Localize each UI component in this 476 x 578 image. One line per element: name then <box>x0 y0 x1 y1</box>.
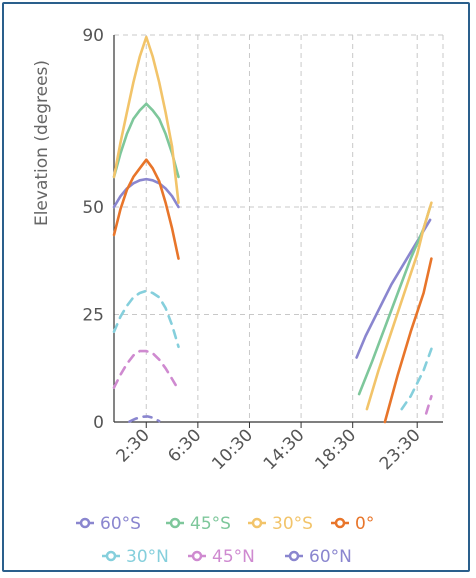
series-line-4-segment-0 <box>112 289 180 349</box>
series-line-1-segment-1 <box>357 205 432 396</box>
legend-swatch-marker <box>288 550 300 562</box>
series-line-6-segment-0 <box>128 415 161 423</box>
legend-item-6: 60°N <box>285 547 352 567</box>
series-line-5-segment-0 <box>112 349 180 392</box>
legend-label: 45°N <box>212 547 255 567</box>
legend-swatch-marker <box>334 517 346 529</box>
legend-label: 45°S <box>190 514 231 534</box>
legend: 60°S 45°S 30°S 0° 30°N 45°N 60°N <box>76 514 374 567</box>
series-line-5-segment-1 <box>424 394 433 415</box>
legend-item-2: 30°S <box>248 514 313 534</box>
series-line-2-segment-0 <box>112 35 180 204</box>
grid-lines <box>114 34 444 422</box>
chart-frame <box>2 2 470 572</box>
x-tick-label: 6:30 <box>164 425 205 466</box>
y-tick-label: 0 <box>93 413 104 433</box>
legend-swatch-marker <box>251 517 263 529</box>
x-tick-label: 14:30 <box>260 425 309 474</box>
plot-area <box>112 35 433 424</box>
x-tick-label: 23:30 <box>376 425 425 474</box>
series-line-3-segment-1 <box>383 257 433 424</box>
series-line-3-segment-0 <box>112 158 180 260</box>
y-axis-label: Elevation (degrees) <box>32 60 52 226</box>
legend-swatch-marker <box>79 517 91 529</box>
series-line-4-segment-1 <box>400 347 433 411</box>
legend-item-0: 60°S <box>76 514 141 534</box>
legend-swatch-marker <box>191 550 203 562</box>
series-line-0-segment-0 <box>112 177 180 209</box>
series-line-2-segment-1 <box>365 201 433 411</box>
legend-item-5: 45°N <box>188 547 255 567</box>
legend-label: 30°N <box>126 547 169 567</box>
legend-label: 30°S <box>272 514 313 534</box>
axes <box>113 35 443 428</box>
legend-label: 0° <box>355 514 374 534</box>
x-tick-label: 10:30 <box>208 425 257 474</box>
y-tick-label: 25 <box>82 306 104 326</box>
legend-item-1: 45°S <box>166 514 231 534</box>
legend-label: 60°S <box>100 514 141 534</box>
y-tick-label: 90 <box>82 26 104 46</box>
legend-item-4: 30°N <box>102 547 169 567</box>
series-line-1-segment-0 <box>112 102 180 179</box>
legend-item-3: 0° <box>331 514 374 534</box>
x-tick-label: 2:30 <box>113 425 154 466</box>
legend-swatch-marker <box>105 550 117 562</box>
tick-labels: 0 25 50 90 2:30 6:30 10:30 14:30 18:30 23:30 <box>82 26 424 474</box>
legend-label: 60°N <box>309 547 352 567</box>
x-tick-label: 18:30 <box>311 425 360 474</box>
y-tick-label: 50 <box>82 198 104 218</box>
legend-swatch-marker <box>169 517 181 529</box>
